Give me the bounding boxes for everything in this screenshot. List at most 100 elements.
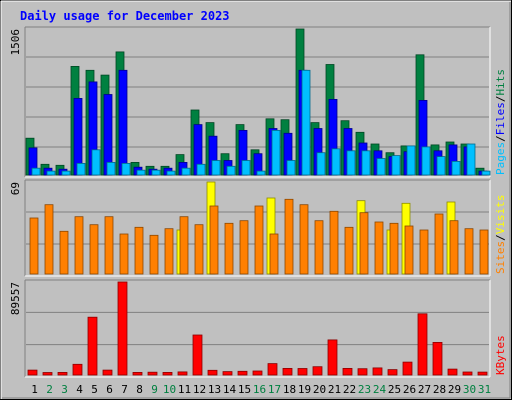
bar-sites-day-23 bbox=[359, 212, 369, 275]
bar-sites-day-28 bbox=[434, 213, 444, 275]
bar-pages-day-25 bbox=[391, 155, 401, 176]
bar-pages-day-10 bbox=[166, 170, 176, 176]
day-label-16: 16 bbox=[253, 383, 266, 396]
series-kbytes bbox=[27, 281, 488, 376]
plot-area bbox=[25, 280, 490, 377]
bar-sites-day-31 bbox=[479, 229, 489, 275]
bar-pages-day-27 bbox=[421, 146, 431, 176]
bar-pages-day-17 bbox=[271, 129, 281, 176]
chart-title: Daily usage for December 2023 bbox=[20, 9, 230, 23]
day-label-18: 18 bbox=[283, 383, 296, 396]
bar-kbytes-day-30 bbox=[462, 371, 473, 376]
bar-sites-day-21 bbox=[329, 210, 339, 275]
bar-pages-day-13 bbox=[211, 160, 221, 176]
bar-pages-day-19 bbox=[301, 69, 311, 176]
bar-kbytes-day-27 bbox=[417, 313, 428, 376]
bar-sites-day-2 bbox=[44, 204, 54, 275]
bar-pages-day-31 bbox=[481, 170, 491, 176]
day-label-1: 1 bbox=[31, 383, 38, 396]
bar-sites-day-7 bbox=[119, 233, 129, 275]
bar-kbytes-day-5 bbox=[87, 316, 98, 376]
bar-pages-day-16 bbox=[256, 170, 266, 176]
bar-pages-day-22 bbox=[346, 150, 356, 176]
day-label-5: 5 bbox=[91, 383, 98, 396]
day-label-29: 29 bbox=[448, 383, 461, 396]
bar-pages-day-11 bbox=[181, 167, 191, 176]
day-label-10: 10 bbox=[163, 383, 176, 396]
series-pages bbox=[31, 69, 491, 176]
bar-pages-day-12 bbox=[196, 163, 206, 176]
bar-sites-day-16 bbox=[254, 205, 264, 275]
legend-files: Files bbox=[494, 102, 507, 135]
legend-kbytes: KBytes bbox=[494, 335, 507, 375]
y-max-label: 69 bbox=[9, 182, 22, 195]
y-max-label: 1506 bbox=[9, 29, 22, 56]
day-label-12: 12 bbox=[193, 383, 206, 396]
series-legend: KBytes bbox=[494, 335, 507, 375]
legend-hits: Hits bbox=[494, 69, 507, 96]
day-label-13: 13 bbox=[208, 383, 221, 396]
legend-visits: Visits bbox=[494, 195, 507, 235]
bar-kbytes-day-3 bbox=[57, 371, 68, 376]
bar-kbytes-day-8 bbox=[132, 371, 143, 376]
day-label-28: 28 bbox=[433, 383, 446, 396]
bar-kbytes-day-18 bbox=[282, 367, 293, 376]
bar-sites-day-3 bbox=[59, 230, 69, 275]
bar-kbytes-day-15 bbox=[237, 370, 248, 376]
day-label-9: 9 bbox=[151, 383, 158, 396]
bar-kbytes-day-1 bbox=[27, 369, 38, 376]
bar-sites-day-26 bbox=[404, 225, 414, 275]
bar-kbytes-day-14 bbox=[222, 371, 233, 376]
day-label-3: 3 bbox=[61, 383, 68, 396]
bar-sites-day-20 bbox=[314, 220, 324, 275]
bar-pages-day-2 bbox=[46, 170, 56, 176]
bar-kbytes-day-24 bbox=[372, 367, 383, 376]
bar-kbytes-day-26 bbox=[402, 361, 413, 376]
bar-kbytes-day-11 bbox=[177, 371, 188, 376]
bar-pages-day-15 bbox=[241, 160, 251, 176]
day-label-22: 22 bbox=[343, 383, 356, 396]
bar-pages-day-24 bbox=[376, 158, 386, 176]
bar-pages-day-7 bbox=[121, 162, 131, 176]
bar-kbytes-day-22 bbox=[342, 367, 353, 376]
bar-sites-day-25 bbox=[389, 222, 399, 275]
legend-separator: / bbox=[494, 135, 507, 142]
bar-pages-day-9 bbox=[151, 169, 161, 176]
chart-panels: 1506Pages/Files/Hits69Sites/Visits89557K… bbox=[9, 26, 507, 378]
bar-sites-day-6 bbox=[104, 216, 114, 275]
bar-pages-day-14 bbox=[226, 165, 236, 176]
bar-pages-day-28 bbox=[436, 156, 446, 176]
day-label-21: 21 bbox=[328, 383, 341, 396]
bar-kbytes-day-31 bbox=[477, 371, 488, 376]
bar-kbytes-day-21 bbox=[327, 339, 338, 376]
bar-kbytes-day-7 bbox=[117, 281, 128, 376]
day-label-7: 7 bbox=[121, 383, 128, 396]
bar-kbytes-day-17 bbox=[267, 363, 278, 376]
bar-kbytes-day-28 bbox=[432, 341, 443, 376]
bar-pages-day-3 bbox=[61, 170, 71, 176]
series-sites bbox=[29, 198, 489, 275]
bar-kbytes-day-9 bbox=[147, 371, 158, 376]
bar-sites-day-13 bbox=[209, 205, 219, 275]
series-legend: Pages/Files/Hits bbox=[494, 69, 507, 175]
bar-kbytes-day-10 bbox=[162, 371, 173, 376]
day-label-31: 31 bbox=[478, 383, 491, 396]
legend-pages: Pages bbox=[494, 142, 507, 175]
bar-sites-day-4 bbox=[74, 216, 84, 275]
bar-sites-day-19 bbox=[299, 204, 309, 275]
day-label-26: 26 bbox=[403, 383, 416, 396]
legend-separator: / bbox=[494, 96, 507, 103]
day-label-4: 4 bbox=[76, 383, 83, 396]
day-label-11: 11 bbox=[178, 383, 191, 396]
bar-kbytes-day-20 bbox=[312, 366, 323, 376]
bar-kbytes-day-29 bbox=[447, 368, 458, 376]
day-label-30: 30 bbox=[463, 383, 476, 396]
bar-sites-day-10 bbox=[164, 228, 174, 275]
day-label-24: 24 bbox=[373, 383, 387, 396]
bar-kbytes-day-6 bbox=[102, 369, 113, 376]
bar-pages-day-29 bbox=[451, 160, 461, 176]
bar-sites-day-24 bbox=[374, 221, 384, 275]
day-label-2: 2 bbox=[46, 383, 53, 396]
y-max-label: 89557 bbox=[9, 282, 22, 315]
day-label-6: 6 bbox=[106, 383, 113, 396]
